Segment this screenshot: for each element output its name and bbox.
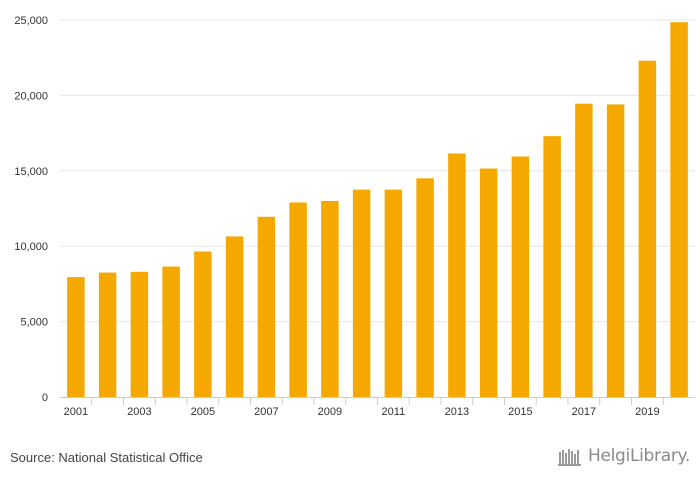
bar — [67, 277, 85, 397]
x-tick-label: 2015 — [508, 406, 532, 418]
bar — [670, 22, 688, 398]
y-tick-label: 5,000 — [20, 317, 48, 329]
bar — [606, 104, 625, 397]
y-tick-label: 25,000 — [14, 15, 48, 27]
bar — [638, 60, 657, 397]
helgi-library-logo: HelgiLibrary. — [557, 446, 690, 466]
bar — [448, 153, 466, 397]
bar — [321, 200, 339, 397]
bar — [130, 271, 149, 397]
bar — [194, 251, 212, 397]
bar — [479, 168, 498, 397]
bar — [98, 272, 117, 397]
y-tick-label: 20,000 — [14, 90, 48, 102]
x-tick-label: 2003 — [127, 406, 151, 418]
x-tick-label: 2009 — [318, 406, 342, 418]
bar — [511, 156, 530, 397]
y-tick-label: 10,000 — [14, 241, 48, 253]
source-note: Source: National Statistical Office — [10, 450, 203, 465]
logo-text: HelgiLibrary. — [587, 446, 690, 466]
x-tick-label: 2019 — [635, 406, 659, 418]
library-icon — [557, 449, 581, 466]
bar — [384, 189, 403, 397]
x-tick-label: 2013 — [445, 406, 469, 418]
bar — [257, 216, 276, 397]
bar — [162, 266, 180, 397]
y-tick-label: 0 — [42, 392, 48, 404]
x-tick-label: 2017 — [572, 406, 596, 418]
bar-chart: 0 5,000 10,000 15,000 20,000 25,000 2001 2003 20… — [14, 15, 695, 418]
x-tick-label: 2007 — [254, 406, 278, 418]
bar — [289, 202, 307, 397]
bar — [416, 178, 434, 397]
bar — [352, 189, 371, 397]
bar — [543, 136, 561, 397]
bar — [225, 236, 244, 397]
x-tick-label: 2011 — [382, 406, 406, 418]
x-tick-label: 2005 — [191, 406, 215, 418]
y-tick-label: 15,000 — [14, 166, 48, 178]
x-tick-label: 2001 — [64, 406, 88, 418]
bar — [575, 103, 593, 397]
